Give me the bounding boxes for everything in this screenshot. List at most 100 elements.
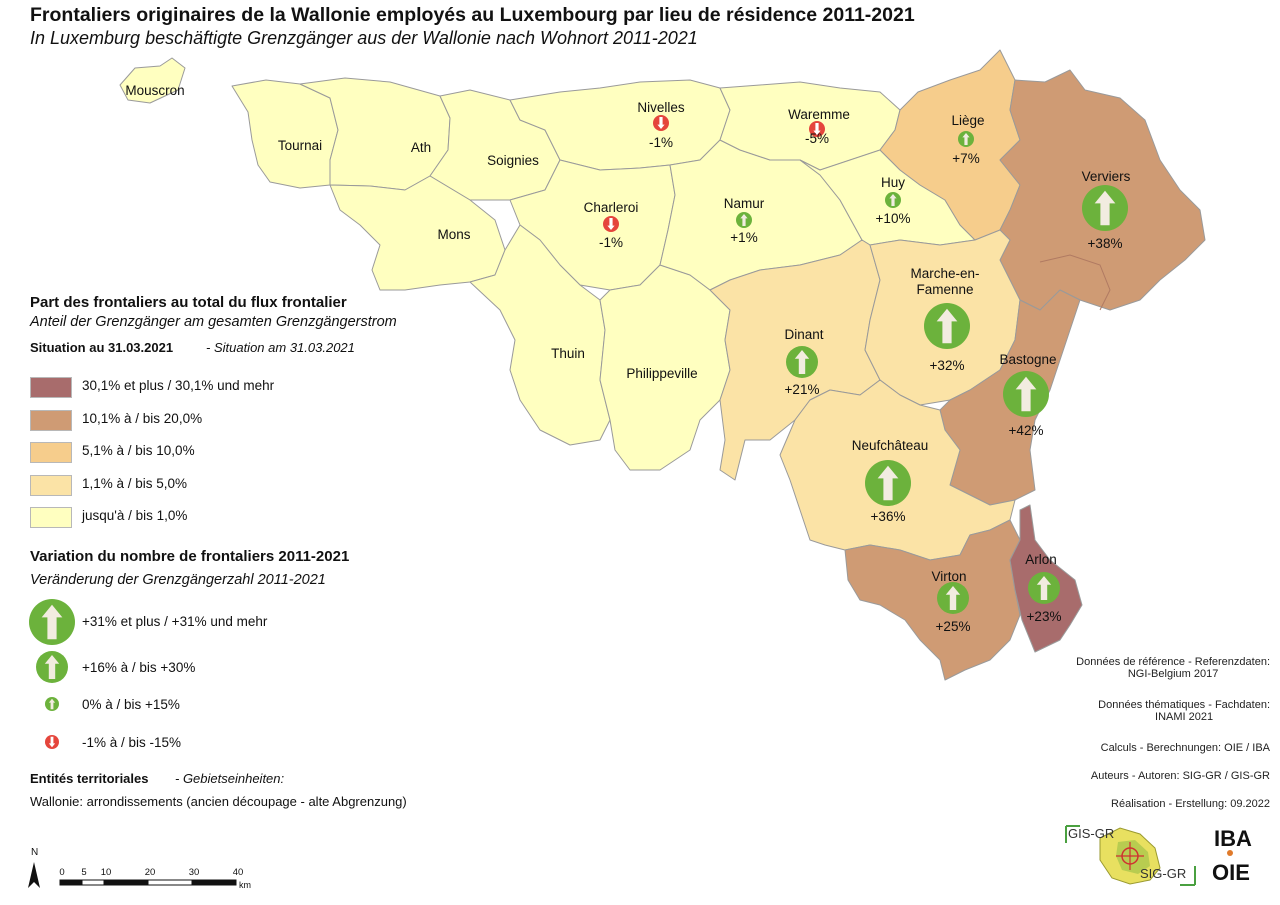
region-tournai[interactable] xyxy=(231,79,339,189)
region-virton[interactable] xyxy=(844,519,1021,681)
place-label-philippeville: Philippeville xyxy=(626,366,698,381)
change-label-neufchateau: +36% xyxy=(870,509,906,524)
change-label-marche-en-famenne: +32% xyxy=(929,358,965,373)
legend-share-heading-de: Anteil der Grenzgänger am gesamten Grenz… xyxy=(30,314,397,330)
change-label-charleroi: -1% xyxy=(598,235,624,250)
legend-variation-label: +31% et plus / +31% und mehr xyxy=(82,614,268,629)
place-label-verviers: Verviers xyxy=(1081,169,1131,184)
change-arrow-liege-up-icon xyxy=(958,131,974,147)
north-label: N xyxy=(31,847,39,858)
legend-swatch-2 xyxy=(30,474,72,496)
change-arrow-arlon-up-icon xyxy=(1028,572,1060,604)
scale-bar xyxy=(28,862,237,888)
place-label-mouscron: Mouscron xyxy=(125,83,185,98)
place-label-nivelles: Nivelles xyxy=(637,100,685,115)
change-label-nivelles: -1% xyxy=(648,135,674,150)
north-arrow-icon xyxy=(28,862,40,888)
scale-tick-label: 0 xyxy=(59,867,65,878)
map-title: Frontaliers originaires de la Wallonie e… xyxy=(30,4,915,26)
legend-variation-heading-de: Veränderung der Grenzgängerzahl 2011-202… xyxy=(30,572,326,588)
change-label-dinant: +21% xyxy=(784,382,820,397)
place-label-arlon: Arlon xyxy=(1025,552,1057,567)
change-arrow-waremme-down-icon xyxy=(809,121,825,137)
change-arrow-dinant-up-icon xyxy=(786,346,818,378)
entities-text: Wallonie: arrondissements (ancien découp… xyxy=(30,794,407,809)
place-label-charleroi: Charleroi xyxy=(583,200,639,215)
variation-legend-icons xyxy=(29,599,75,749)
place-label-thuin: Thuin xyxy=(551,346,585,361)
medium-up-arrow-icon xyxy=(36,651,68,683)
scale-tick-label: 10 xyxy=(100,867,112,878)
legend-situation-de: - Situation am 31.03.2021 xyxy=(206,340,355,355)
place-label-neufchateau: Neufchâteau xyxy=(851,438,929,453)
small-down-arrow-icon xyxy=(45,735,59,749)
entities-heading: Entités territoriales xyxy=(30,771,149,786)
legend-variation-heading: Variation du nombre de frontaliers 2011-… xyxy=(30,548,350,565)
change-label-arlon: +23% xyxy=(1026,609,1062,624)
gis-gr-logo xyxy=(1065,825,1233,886)
change-arrow-charleroi-down-icon xyxy=(603,216,619,232)
place-label-tournai: Tournai xyxy=(277,138,323,153)
source-thematic: Données thématiques - Fachdaten: INAMI 20… xyxy=(1098,699,1270,723)
place-label-soignies: Soignies xyxy=(487,153,539,168)
legend-variation-label: -1% à / bis -15% xyxy=(82,735,182,750)
legend-class-label: 5,1% à / bis 10,0% xyxy=(82,443,195,458)
entities-heading-de: - Gebietseinheiten: xyxy=(175,771,285,786)
change-label-bastogne: +42% xyxy=(1008,423,1044,438)
place-label-marche-en-famenne: Marche-en- Famenne xyxy=(910,266,980,297)
change-arrow-virton-up-icon xyxy=(937,582,969,614)
scale-tick-label: 40 xyxy=(232,867,244,878)
change-label-huy: +10% xyxy=(875,211,911,226)
place-label-namur: Namur xyxy=(723,196,765,211)
source-reference: Données de référence - Referenzdaten: NGI… xyxy=(1076,656,1270,680)
source-realisation: Réalisation - Erstellung: 09.2022 xyxy=(1111,798,1270,810)
legend-variation-label: 0% à / bis +15% xyxy=(82,697,180,712)
place-label-virton: Virton xyxy=(931,569,967,584)
scale-tick-label: 30 xyxy=(188,867,200,878)
place-label-liege: Liège xyxy=(951,113,985,128)
legend-variation-label: +16% à / bis +30% xyxy=(82,660,196,675)
change-arrow-nivelles-down-icon xyxy=(653,115,669,131)
scale-unit: km xyxy=(239,880,251,890)
scale-tick-label: 5 xyxy=(81,867,87,878)
change-label-waremme: -5% xyxy=(804,131,830,146)
sig-logo-text: SIG-GR xyxy=(1140,866,1187,881)
map-subtitle: In Luxemburg beschäftigte Grenzgänger au… xyxy=(30,28,698,48)
place-label-huy: Huy xyxy=(880,175,906,190)
change-arrow-huy-up-icon xyxy=(885,192,901,208)
legend-swatch-3 xyxy=(30,442,72,463)
source-authors: Auteurs - Autoren: SIG-GR / GIS-GR xyxy=(1090,770,1270,782)
change-arrow-bastogne-up-icon xyxy=(1003,371,1049,417)
region-mouscron[interactable] xyxy=(119,57,186,104)
change-arrow-neufchateau-up-icon xyxy=(865,460,911,506)
legend-swatch-1 xyxy=(30,507,72,528)
place-label-waremme: Waremme xyxy=(788,107,850,122)
change-label-namur: +1% xyxy=(730,230,758,245)
legend-class-label: 10,1% à / bis 20,0% xyxy=(82,410,203,426)
change-arrow-verviers-up-icon xyxy=(1082,185,1128,231)
place-label-mons: Mons xyxy=(437,227,471,242)
legend-class-label: jusqu'à / bis 1,0% xyxy=(82,508,188,523)
change-arrow-marche-en-famenne-up-icon xyxy=(924,303,970,349)
legend-situation: Situation au 31.03.2021 xyxy=(30,340,174,355)
change-arrow-namur-up-icon xyxy=(736,212,752,228)
iba-logo: IBA xyxy=(1214,826,1252,851)
place-label-bastogne: Bastogne xyxy=(999,352,1057,367)
legend-swatch-4 xyxy=(30,409,72,431)
legend-class-label: 1,1% à / bis 5,0% xyxy=(82,475,188,491)
source-calculations: Calculs - Berechnungen: OIE / IBA xyxy=(1100,742,1270,754)
community-border xyxy=(1039,254,1111,311)
change-label-liege: +7% xyxy=(952,151,980,166)
gis-logo-text: GIS-GR xyxy=(1068,826,1115,841)
change-label-virton: +25% xyxy=(935,619,971,634)
place-label-dinant: Dinant xyxy=(784,327,824,342)
legend-swatch-5 xyxy=(30,377,72,398)
legend-class-label: 30,1% et plus / 30,1% und mehr xyxy=(82,378,275,393)
small-up-arrow-icon xyxy=(45,697,59,711)
oie-logo: OIE xyxy=(1212,860,1250,885)
legend-share-heading: Part des frontaliers au total du flux fr… xyxy=(30,294,347,311)
large-up-arrow-icon xyxy=(29,599,75,645)
scale-tick-label: 20 xyxy=(144,867,156,878)
place-label-ath: Ath xyxy=(410,140,432,155)
